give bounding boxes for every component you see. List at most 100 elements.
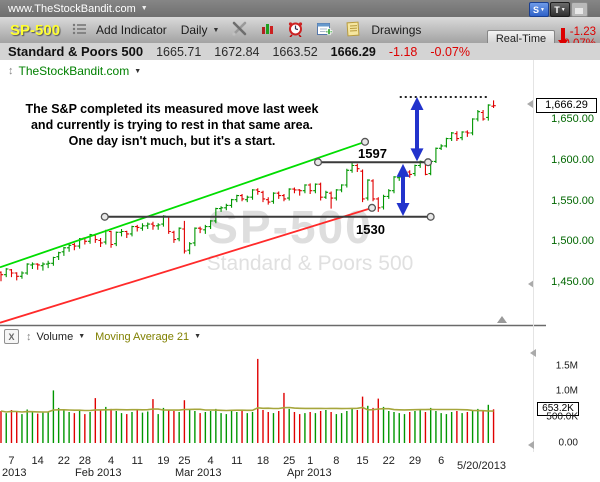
titlebar-dropdown-caret[interactable]: ▼ [140,5,148,12]
price-bar [208,220,213,229]
quote-low: 1663.52 [272,44,318,59]
chart-style-icon[interactable] [260,21,275,39]
level-handle[interactable] [424,158,433,167]
month-label: 2013 [2,467,27,479]
price-bar [51,256,56,266]
calendar-add-icon[interactable] [316,21,333,40]
price-bar [297,189,302,196]
add-indicator-button[interactable]: Add Indicator [96,23,167,37]
date-tick-label: 22 [382,455,395,467]
volume-pane-header: X ↕ Volume ▼ Moving Average 21 ▼ [4,329,201,344]
date-tick-label: 6 [438,455,445,467]
tools-menu-label: T [554,4,560,15]
axis-scroll-icon[interactable] [530,349,536,357]
axis-scroll-icon[interactable] [528,280,534,288]
price-bar [491,100,496,108]
upper-level-label[interactable]: 1597 [358,146,387,161]
price-bar [313,183,318,194]
drawings-menu[interactable]: Drawings [371,23,422,37]
price-bar [349,162,355,173]
chart-note-text[interactable]: The S&P completed its measured move last… [25,102,319,148]
chevron-down-icon[interactable]: ▼ [134,67,142,75]
price-bar [135,224,140,232]
volume-pane-title[interactable]: Volume [36,330,74,343]
price-bar [61,247,67,256]
measured-move-arrow[interactable] [401,175,405,204]
price-bar [360,169,365,203]
arrow-head-icon [396,163,410,177]
price-pane-title[interactable]: TheStockBandit.com [18,64,130,78]
chevron-down-icon[interactable]: ▼ [194,333,202,340]
trade-log-icon[interactable] [345,21,361,40]
chevron-down-icon[interactable]: ▼ [212,26,220,34]
chart-settings-icon[interactable] [231,21,248,40]
level-handle[interactable] [426,212,435,221]
close-volume-button[interactable]: X [4,329,19,344]
save-icon[interactable] [571,2,588,17]
level-handle[interactable] [100,212,109,221]
symbol-menu-button[interactable]: S ▼ [529,2,549,17]
price-bar [334,189,339,201]
axis-divider [533,60,534,452]
symbol-label[interactable]: SP-500 [10,21,61,39]
quote-open: 1665.71 [156,44,202,59]
chevron-down-icon[interactable]: ▼ [78,333,86,340]
upper-trendline[interactable] [0,140,366,269]
lower-trendline[interactable] [0,206,373,324]
price-bar [260,190,266,203]
price-bar [302,184,308,194]
price-pane-header[interactable]: ↕ TheStockBandit.com ▼ [8,64,141,78]
trendline-handle[interactable] [367,203,377,212]
price-tick-label: 1,550.00 [551,194,594,207]
price-bar [171,230,177,243]
price-bar [4,268,9,278]
quote-bar: Standard & Poors 500 1665.71 1672.84 166… [0,43,600,60]
level-handle[interactable] [313,158,323,167]
price-bar [45,260,51,269]
symbol-menu-label: S [533,4,540,15]
alerts-icon[interactable] [287,21,304,40]
collapse-pane-icon[interactable] [497,316,507,323]
price-bar [444,137,449,148]
price-bar [376,197,381,212]
date-tick-label: 4 [107,455,115,467]
pane-resize-icon[interactable]: ↕ [8,65,14,77]
price-bar [438,144,444,150]
volume-ma-label[interactable]: Moving Average 21 [95,330,190,343]
measured-move-arrow[interactable] [415,108,419,150]
date-tick-label: 1 [307,455,314,467]
date-tick-label: 7 [8,455,15,467]
price-bar [459,131,465,141]
date-tick-label: 22 [57,455,70,467]
volume-ma-line[interactable] [0,406,494,413]
last-price-marker: 1,666.29 [536,98,597,113]
lower-level-label[interactable]: 1530 [356,222,385,237]
price-bar [407,170,412,178]
price-bar [465,130,470,137]
quote-high: 1672.84 [214,44,260,59]
price-bar [197,226,203,234]
symbol-list-icon[interactable] [72,22,88,39]
price-bar [276,191,281,199]
axis-scroll-icon[interactable] [528,441,534,449]
tools-menu-button[interactable]: T ▼ [550,2,570,17]
price-bar [281,194,287,202]
window-titlebar[interactable]: www.TheStockBandit.com ▼ S ▼ T ▼ [0,0,600,17]
price-bar [250,189,255,200]
price-bar [213,207,219,224]
price-bar [140,223,145,231]
date-tick-label: 14 [31,455,44,467]
price-bar [98,238,103,247]
trendline-handle[interactable] [360,137,370,146]
price-bar [119,229,124,237]
price-bar [266,197,271,205]
timeframe-dropdown[interactable]: Daily [180,23,208,37]
pane-resize-icon[interactable]: ↕ [26,330,32,343]
price-bar [156,223,161,230]
price-bar [234,194,239,203]
price-bar [176,227,182,242]
price-bar [449,132,454,141]
price-bar [9,269,14,278]
price-bar [114,231,119,247]
